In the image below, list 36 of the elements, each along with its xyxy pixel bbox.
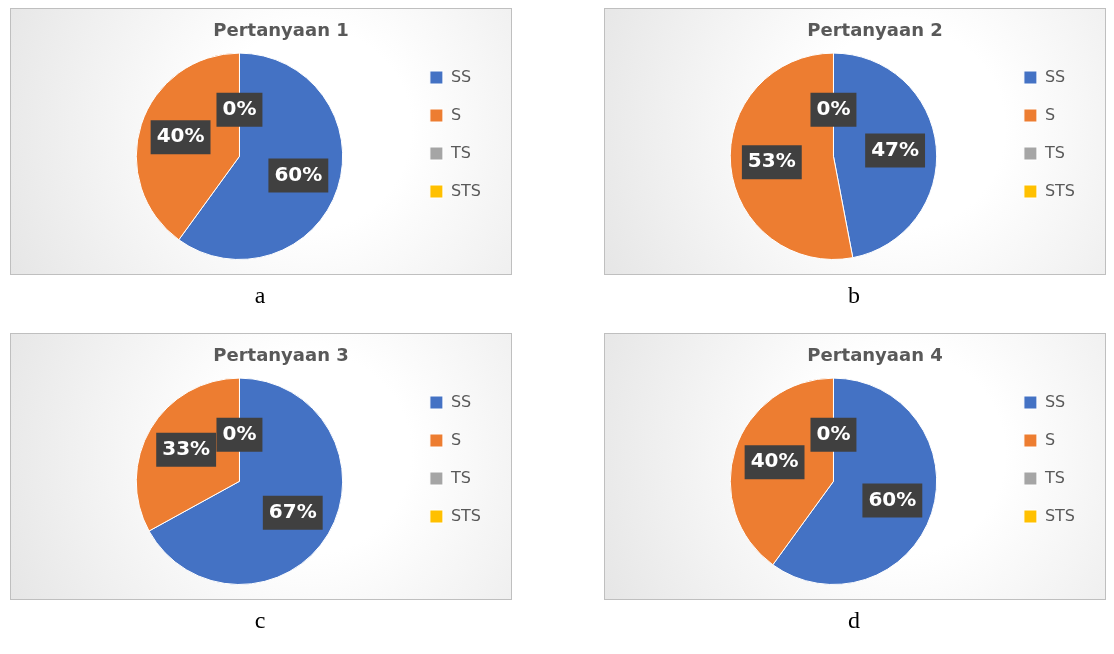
data-label: 47%: [871, 136, 920, 161]
legend-label: S: [450, 429, 462, 449]
data-label: 60%: [274, 161, 323, 186]
chart-title: Pertanyaan 3: [213, 344, 349, 366]
legend-label: TS: [449, 467, 471, 487]
chart-title: Pertanyaan 2: [807, 19, 943, 41]
legend-label: STS: [450, 505, 482, 525]
legend-label: SS: [450, 66, 472, 86]
legend-label: S: [1044, 429, 1056, 449]
legend-label: STS: [1044, 505, 1076, 525]
text: 0%: [816, 421, 851, 446]
text: 0%: [816, 96, 851, 121]
data-label: 40%: [750, 448, 799, 473]
data-label: 53%: [747, 148, 796, 173]
text: 0%: [222, 96, 257, 121]
legend-label: TS: [1043, 467, 1065, 487]
legend-label: S: [450, 104, 462, 124]
text: a: [253, 281, 267, 309]
data-label: 67%: [268, 499, 317, 524]
legend-label: SS: [1044, 391, 1066, 411]
text: 0%: [222, 421, 257, 446]
legend-label: STS: [450, 180, 482, 200]
data-label: 60%: [868, 486, 917, 511]
text: b: [847, 281, 861, 309]
data-label: 40%: [156, 123, 205, 148]
legend-label: SS: [1044, 66, 1066, 86]
data-label: 33%: [162, 435, 211, 460]
legend-label: TS: [449, 142, 471, 162]
chart-title: Pertanyaan 1: [213, 19, 349, 41]
chart-title: Pertanyaan 4: [807, 344, 943, 366]
legend-label: S: [1044, 104, 1056, 124]
legend-label: SS: [450, 391, 472, 411]
legend-label: TS: [1043, 142, 1065, 162]
legend-label: STS: [1044, 180, 1076, 200]
text: c: [253, 606, 267, 634]
text: d: [847, 606, 861, 634]
